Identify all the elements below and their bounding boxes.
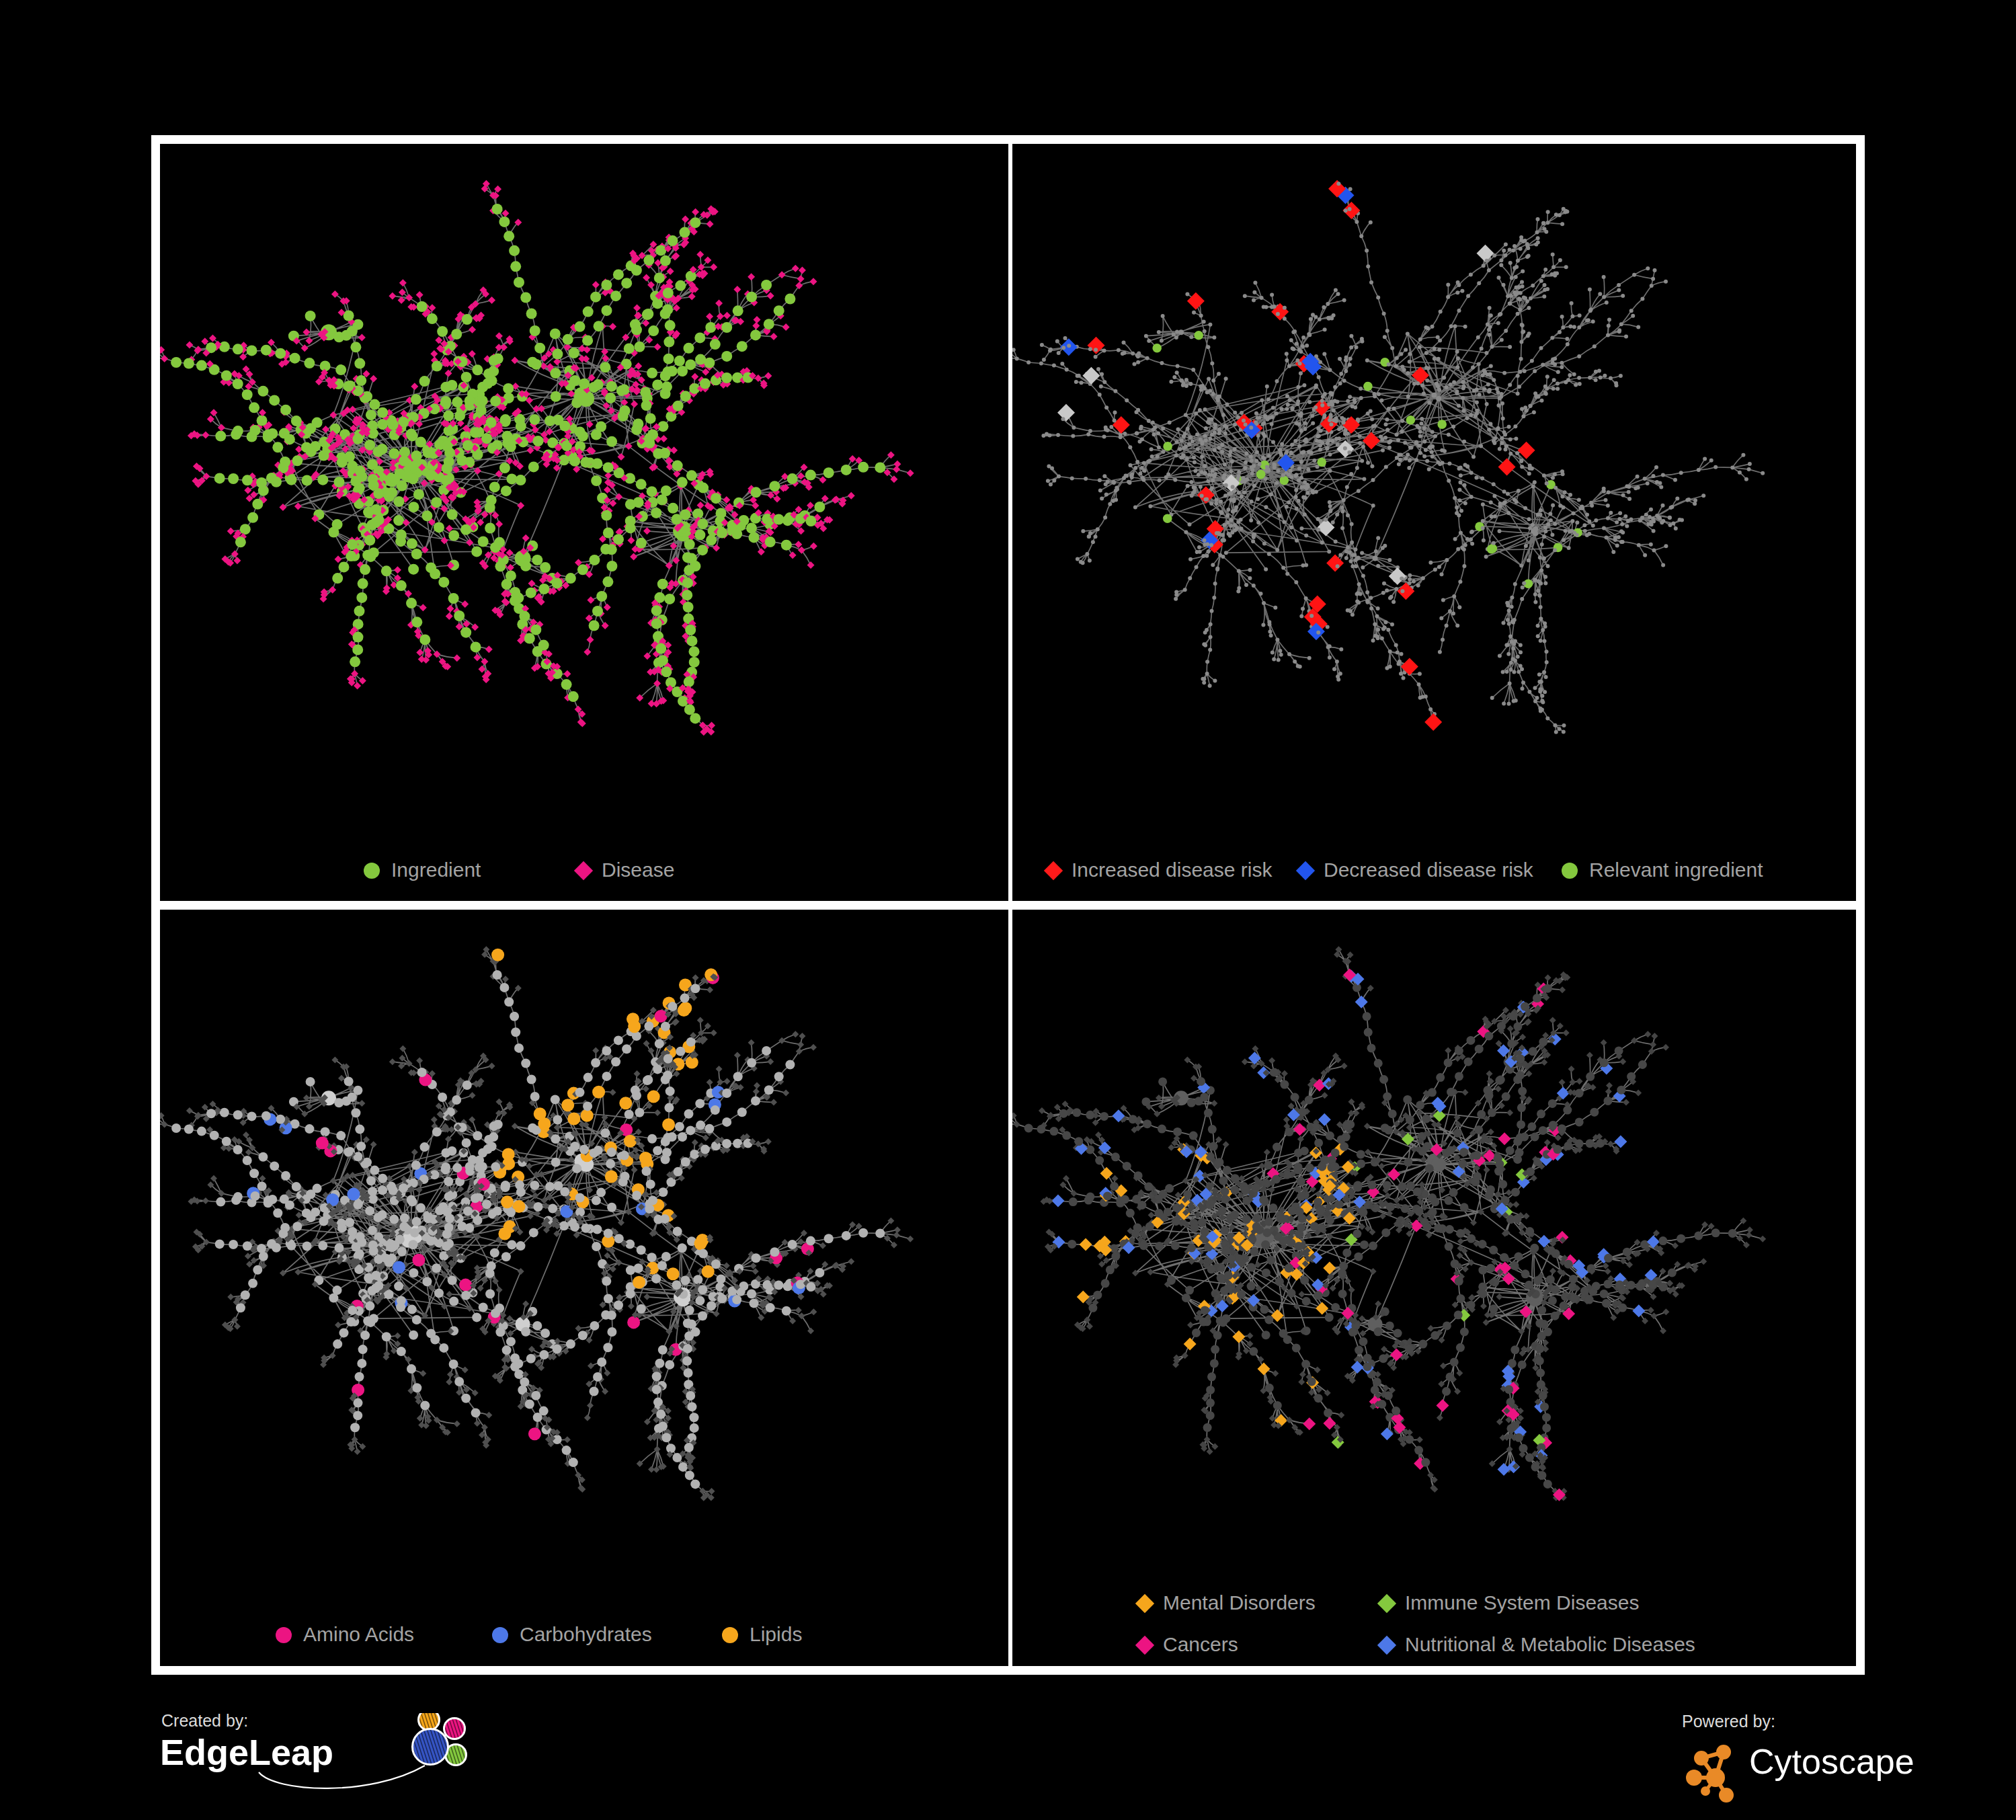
svg-text:EdgeLeap: EdgeLeap xyxy=(160,1732,333,1772)
svg-text:Created by:: Created by: xyxy=(161,1713,248,1730)
